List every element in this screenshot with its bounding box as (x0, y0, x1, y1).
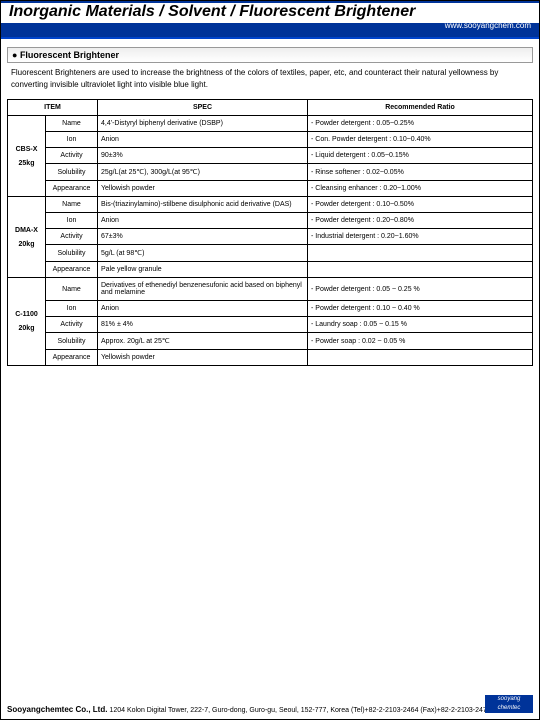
cell-property: Name (46, 197, 98, 213)
table-header-row: ITEM SPEC Recommended Ratio (8, 100, 533, 116)
logo-line1: sooyang (498, 696, 521, 702)
cell-property: Appearance (46, 181, 98, 197)
cell-spec: Anion (98, 301, 308, 317)
cell-spec: Approx. 20g/L at 25℃ (98, 333, 308, 350)
table-row: IonAnion- Con. Powder detergent : 0.10~0… (8, 132, 533, 148)
cell-ratio: - Powder detergent : 0.10 ~ 0.40 % (308, 301, 533, 317)
cell-spec: Yellowish powder (98, 181, 308, 197)
company-logo: sooyang chemtec (485, 695, 533, 713)
table-row: Activity67±3%- Industrial detergent : 0.… (8, 229, 533, 245)
cell-ratio: - Rinse softener : 0.02~0.05% (308, 164, 533, 181)
section-heading: Fluorescent Brightener (7, 47, 533, 63)
table-row: AppearancePale yellow granule (8, 262, 533, 278)
cell-ratio: - Powder detergent : 0.05~0.25% (308, 116, 533, 132)
logo-line2: chemtec (498, 705, 521, 711)
cell-property: Activity (46, 148, 98, 164)
cell-spec: Derivatives of ethenediyl benzenesufonic… (98, 278, 308, 301)
company-address: 1204 Kolon Digital Tower, 222-7, Guro-do… (109, 707, 490, 714)
cell-property: Ion (46, 132, 98, 148)
cell-spec: Bis-(triazinylamino)-stilbene disulphoni… (98, 197, 308, 213)
table-row: DMA-X20kgNameBis-(triazinylamino)-stilbe… (8, 197, 533, 213)
cell-ratio: - Cleansing enhancer : 0.20~1.00% (308, 181, 533, 197)
table-row: SolubilityApprox. 20g/L at 25℃- Powder s… (8, 333, 533, 350)
table-row: C-110020kgNameDerivatives of ethenediyl … (8, 278, 533, 301)
cell-property: Name (46, 278, 98, 301)
cell-ratio (308, 262, 533, 278)
cell-spec: 4,4'-Distyryl biphenyl derivative (DSBP) (98, 116, 308, 132)
col-spec: SPEC (98, 100, 308, 116)
page-header: Inorganic Materials / Solvent / Fluoresc… (1, 1, 539, 39)
cell-property: Solubility (46, 245, 98, 262)
cell-property: Ion (46, 213, 98, 229)
cell-spec: 67±3% (98, 229, 308, 245)
cell-item: C-110020kg (8, 278, 46, 366)
header-title-wrap: Inorganic Materials / Solvent / Fluoresc… (1, 3, 539, 23)
cell-property: Activity (46, 229, 98, 245)
cell-ratio: - Powder detergent : 0.10~0.50% (308, 197, 533, 213)
cell-property: Appearance (46, 350, 98, 366)
cell-ratio: - Industrial detergent : 0.20~1.60% (308, 229, 533, 245)
cell-spec: Anion (98, 213, 308, 229)
site-url: www.sooyangchem.com (9, 21, 531, 30)
company-name: Sooyangchemtec Co., Ltd. (7, 705, 107, 714)
cell-property: Name (46, 116, 98, 132)
cell-property: Solubility (46, 164, 98, 181)
cell-spec: 90±3% (98, 148, 308, 164)
cell-ratio: - Con. Powder detergent : 0.10~0.40% (308, 132, 533, 148)
cell-spec: Pale yellow granule (98, 262, 308, 278)
cell-property: Activity (46, 317, 98, 333)
cell-spec: 25g/L(at 25℃), 300g/L(at 95℃) (98, 164, 308, 181)
table-row: IonAnion- Powder detergent : 0.20~0.80% (8, 213, 533, 229)
section-description: Fluorescent Brighteners are used to incr… (11, 67, 529, 91)
cell-spec: 5g/L (at 98℃) (98, 245, 308, 262)
cell-item: DMA-X20kg (8, 197, 46, 278)
col-ratio: Recommended Ratio (308, 100, 533, 116)
table-row: Activity90±3%- Liquid detergent : 0.05~0… (8, 148, 533, 164)
cell-spec: 81% ± 4% (98, 317, 308, 333)
cell-spec: Yellowish powder (98, 350, 308, 366)
cell-spec: Anion (98, 132, 308, 148)
cell-ratio: - Powder detergent : 0.20~0.80% (308, 213, 533, 229)
cell-ratio: - Powder detergent : 0.05 ~ 0.25 % (308, 278, 533, 301)
cell-item: CBS-X25kg (8, 116, 46, 197)
cell-ratio: - Laundry soap : 0.05 ~ 0.15 % (308, 317, 533, 333)
table-row: Solubility5g/L (at 98℃) (8, 245, 533, 262)
page-footer: Sooyangchemtec Co., Ltd. 1204 Kolon Digi… (7, 705, 533, 715)
table-row: AppearanceYellowish powder (8, 350, 533, 366)
table-row: AppearanceYellowish powder- Cleansing en… (8, 181, 533, 197)
spec-table: ITEM SPEC Recommended Ratio CBS-X25kgNam… (7, 99, 533, 366)
cell-ratio (308, 350, 533, 366)
col-item: ITEM (8, 100, 98, 116)
cell-ratio (308, 245, 533, 262)
cell-property: Ion (46, 301, 98, 317)
cell-ratio: - Liquid detergent : 0.05~0.15% (308, 148, 533, 164)
cell-property: Solubility (46, 333, 98, 350)
cell-ratio: - Powder soap : 0.02 ~ 0.05 % (308, 333, 533, 350)
table-row: Activity81% ± 4%- Laundry soap : 0.05 ~ … (8, 317, 533, 333)
table-row: IonAnion- Powder detergent : 0.10 ~ 0.40… (8, 301, 533, 317)
table-row: CBS-X25kgName4,4'-Distyryl biphenyl deri… (8, 116, 533, 132)
cell-property: Appearance (46, 262, 98, 278)
table-row: Solubility25g/L(at 25℃), 300g/L(at 95℃)-… (8, 164, 533, 181)
page-title: Inorganic Materials / Solvent / Fluoresc… (9, 3, 419, 21)
